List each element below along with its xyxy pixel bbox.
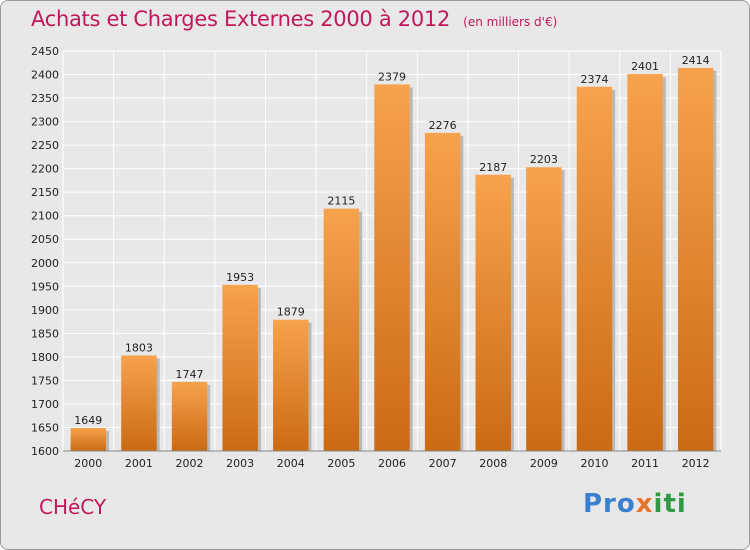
y-tick-label: 1900	[31, 304, 59, 317]
x-tick-label: 2005	[327, 457, 355, 470]
bars: 1649 1803 1747 1953 1879 2115 2379 2276 2187 2203…	[70, 54, 717, 452]
value-label: 2276	[429, 119, 457, 132]
bar	[424, 132, 461, 451]
x-tick-label: 2003	[226, 457, 254, 470]
bar	[526, 167, 562, 451]
bar	[627, 74, 663, 451]
x-tick-label: 2012	[682, 457, 710, 470]
bar	[70, 427, 107, 451]
town-name: CHéCY	[39, 495, 107, 519]
proxiti-logo[interactable]: Proxiti	[583, 489, 687, 519]
y-tick-label: 2100	[31, 210, 59, 223]
value-label: 1649	[74, 414, 102, 427]
y-tick-label: 1700	[31, 398, 59, 411]
bar	[677, 67, 714, 452]
bar	[576, 86, 613, 451]
x-tick-label: 2008	[479, 457, 507, 470]
bar	[374, 84, 410, 451]
logo-part-1: Pro	[583, 489, 636, 519]
y-tick-label: 2150	[31, 186, 59, 199]
bar	[323, 208, 360, 451]
value-label: 2414	[682, 54, 710, 67]
value-label: 2203	[530, 153, 558, 166]
x-tick-label: 2002	[176, 457, 204, 470]
value-label: 1747	[176, 368, 204, 381]
value-label: 2115	[327, 195, 355, 208]
x-tick-label: 2004	[277, 457, 305, 470]
y-tick-label: 2000	[31, 257, 59, 270]
bar	[222, 284, 258, 451]
y-tick-label: 2300	[31, 116, 59, 129]
y-tick-label: 2050	[31, 233, 59, 246]
y-tick-label: 1800	[31, 351, 59, 364]
logo-part-2: x	[635, 489, 654, 519]
y-tick-label: 1850	[31, 327, 59, 340]
bar	[121, 355, 157, 451]
x-axis: 2000 2001 2002 2003 2004 2005 2006 2007 2008 2009…	[74, 457, 709, 470]
x-tick-label: 2009	[530, 457, 558, 470]
bar	[171, 381, 208, 451]
chart-subtitle: (en milliers d'€)	[463, 15, 558, 29]
value-label: 1953	[226, 271, 254, 284]
x-tick-label: 2007	[429, 457, 457, 470]
x-tick-label: 2000	[74, 457, 102, 470]
value-label: 2374	[580, 73, 608, 86]
logo-part-3: iti	[653, 489, 687, 519]
value-label: 1879	[277, 306, 305, 319]
y-tick-label: 1600	[31, 445, 59, 458]
y-axis: 1600 1650 1700 1750 1800 1850 1900 1950 2000 2050…	[31, 45, 721, 458]
y-tick-label: 1650	[31, 421, 59, 434]
y-tick-label: 2450	[31, 45, 59, 58]
bar	[273, 319, 309, 451]
x-tick-label: 2006	[378, 457, 406, 470]
value-label: 2401	[631, 60, 659, 73]
chart-title: Achats et Charges Externes 2000 à 2012	[31, 7, 451, 31]
x-tick-label: 2001	[125, 457, 153, 470]
value-label: 2379	[378, 70, 406, 83]
y-tick-label: 2200	[31, 163, 59, 176]
title-block: Achats et Charges Externes 2000 à 2012 (…	[31, 7, 557, 31]
bar	[475, 174, 511, 451]
y-tick-label: 2400	[31, 69, 59, 82]
y-tick-label: 1750	[31, 374, 59, 387]
value-label: 1803	[125, 341, 153, 354]
value-label: 2187	[479, 161, 507, 174]
x-tick-label: 2011	[631, 457, 659, 470]
y-tick-label: 2250	[31, 139, 59, 152]
y-tick-label: 2350	[31, 92, 59, 105]
y-tick-label: 1950	[31, 280, 59, 293]
x-tick-label: 2010	[580, 457, 608, 470]
